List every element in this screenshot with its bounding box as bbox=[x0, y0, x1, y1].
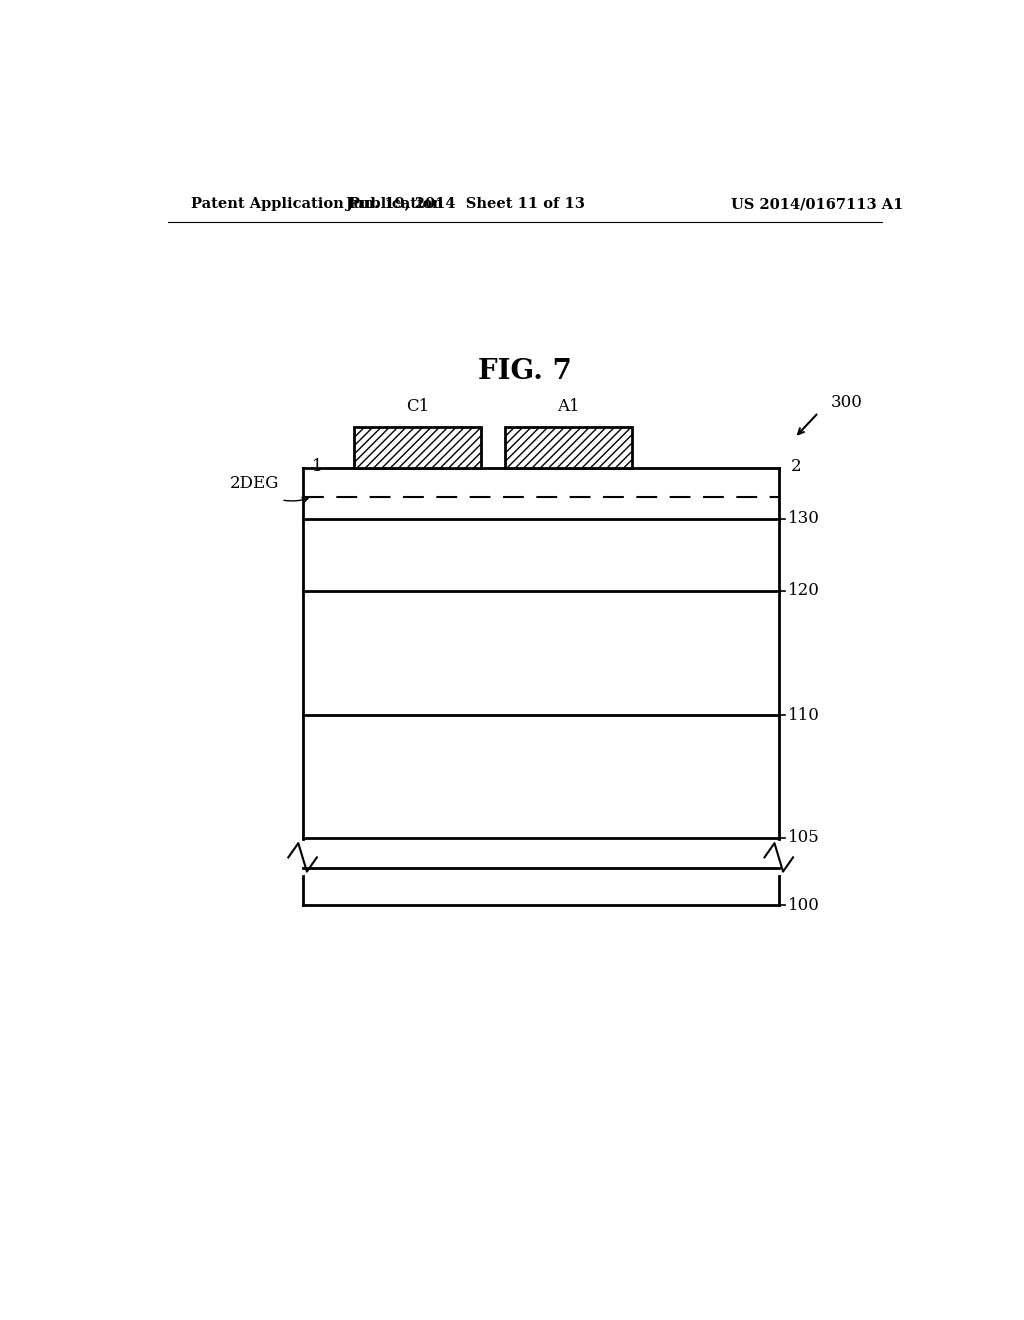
Text: 2: 2 bbox=[791, 458, 802, 475]
Text: C1: C1 bbox=[407, 397, 429, 414]
Bar bbox=[505, 426, 632, 469]
Text: 300: 300 bbox=[830, 393, 862, 411]
Text: 105: 105 bbox=[788, 829, 820, 846]
Text: 100: 100 bbox=[788, 898, 820, 913]
Text: 1: 1 bbox=[311, 458, 323, 475]
Text: 2DEG: 2DEG bbox=[229, 475, 279, 492]
Text: FIG. 7: FIG. 7 bbox=[478, 358, 571, 385]
Bar bbox=[354, 426, 481, 469]
Text: US 2014/0167113 A1: US 2014/0167113 A1 bbox=[731, 197, 903, 211]
Text: 130: 130 bbox=[788, 510, 820, 527]
Text: Patent Application Publication: Patent Application Publication bbox=[191, 197, 443, 211]
Text: 110: 110 bbox=[788, 706, 820, 723]
Text: Jun. 19, 2014  Sheet 11 of 13: Jun. 19, 2014 Sheet 11 of 13 bbox=[346, 197, 585, 211]
Text: A1: A1 bbox=[557, 397, 580, 414]
Text: 120: 120 bbox=[788, 582, 820, 599]
